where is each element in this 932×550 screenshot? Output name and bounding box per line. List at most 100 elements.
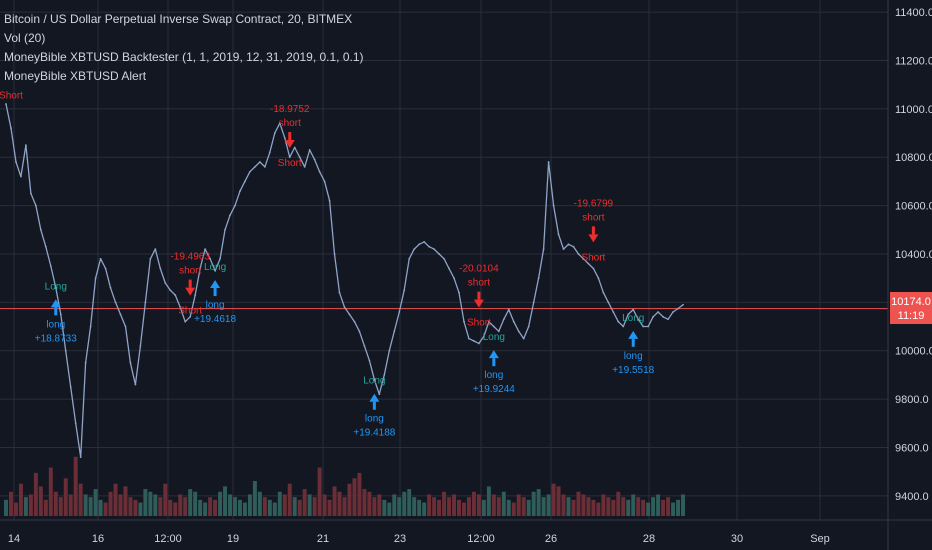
short-arrow-stem <box>188 279 192 288</box>
price-point <box>189 315 192 318</box>
price-point <box>492 325 495 328</box>
volume-bar <box>491 494 496 516</box>
price-point <box>363 344 366 347</box>
price-tick-label: 9400.0 <box>895 491 929 503</box>
alert-indicator-label[interactable]: MoneyBible XBTUSD Alert <box>4 69 147 83</box>
time-tick-label: 14 <box>8 533 20 545</box>
volume-bar <box>188 489 193 516</box>
price-point <box>303 165 306 168</box>
long-signal-label: long <box>365 414 384 425</box>
price-point <box>114 301 117 304</box>
volume-bar <box>43 499 48 516</box>
long-arrow-icon <box>369 393 380 402</box>
price-point <box>403 289 406 292</box>
volume-bar <box>98 499 103 516</box>
volume-bar <box>282 494 287 516</box>
price-point <box>323 180 326 183</box>
price-point <box>84 361 87 364</box>
short-signal-text: Short <box>278 158 302 169</box>
volume-bar <box>322 494 327 516</box>
volume-bar <box>28 494 33 516</box>
price-point <box>318 170 321 173</box>
price-point <box>338 291 341 294</box>
price-tick-label: 10600.0 <box>895 201 932 213</box>
time-tick-label: 23 <box>394 533 406 545</box>
volume-bar <box>68 494 73 516</box>
volume-bar <box>541 497 546 516</box>
price-point <box>398 311 401 313</box>
volume-bar <box>18 483 23 516</box>
long-arrow-stem <box>54 307 58 316</box>
volume-bar <box>486 486 491 516</box>
volume-bar <box>73 456 78 516</box>
volume-bar <box>327 499 332 516</box>
long-signal-label: long <box>624 351 643 362</box>
price-point <box>552 204 555 207</box>
volume-bar <box>571 499 576 516</box>
volume-bar <box>402 491 407 516</box>
time-tick-label: 16 <box>92 533 104 545</box>
volume-bar <box>133 499 138 516</box>
price-point <box>572 245 575 248</box>
volume-bar <box>138 502 143 516</box>
long-arrow-icon <box>488 350 499 359</box>
price-tick-label: 9800.0 <box>895 394 929 406</box>
long-arrow-stem <box>213 288 217 297</box>
price-point <box>104 267 107 270</box>
volume-bar <box>203 502 208 516</box>
symbol-title[interactable]: Bitcoin / US Dollar Perpetual Inverse Sw… <box>4 12 353 26</box>
price-point <box>89 325 92 328</box>
volume-bar <box>58 497 63 516</box>
price-point <box>258 161 261 163</box>
price-point <box>169 289 172 292</box>
price-point <box>29 192 32 195</box>
volume-indicator-label[interactable]: Vol (20) <box>4 31 46 45</box>
volume-bar <box>252 481 257 516</box>
price-point <box>562 248 565 251</box>
price-point <box>478 342 480 345</box>
short-signal-label: short <box>468 278 490 289</box>
short-signal-text: Short <box>581 252 605 263</box>
long-arrow-icon <box>628 330 639 339</box>
price-point <box>209 257 211 260</box>
price-point <box>522 337 525 340</box>
backtester-indicator-label[interactable]: MoneyBible XBTUSD Backtester (1, 1, 2019… <box>4 50 364 64</box>
price-point <box>253 165 256 168</box>
price-point <box>44 245 47 248</box>
volume-bar <box>476 494 481 516</box>
price-point <box>244 180 246 183</box>
volume-bar <box>267 499 272 516</box>
volume-bar <box>471 491 476 516</box>
price-point <box>482 335 485 338</box>
price-point <box>109 286 112 289</box>
volume-bar <box>158 497 163 516</box>
price-point <box>64 349 67 352</box>
price-point <box>547 161 550 163</box>
volume-bar <box>362 489 367 516</box>
price-point <box>174 294 177 296</box>
price-point <box>532 301 535 304</box>
volume-bar <box>666 497 671 516</box>
long-signal-value: +18.8733 <box>35 333 77 344</box>
price-point <box>597 277 600 280</box>
time-tick-label: 12:00 <box>154 533 182 545</box>
volume-bar <box>108 491 113 516</box>
price-point <box>378 393 381 396</box>
price-point <box>239 190 241 192</box>
price-point <box>443 257 445 260</box>
short-signal-label: short <box>582 212 604 223</box>
volume-bar <box>228 494 232 516</box>
trade-signals: ShortLonglong+18.8733Shortshort-19.4963L… <box>0 90 655 438</box>
price-point <box>154 248 157 251</box>
price-point <box>602 291 605 294</box>
price-point <box>453 277 455 280</box>
volume-bar <box>447 497 452 516</box>
short-signal-label: short <box>179 266 201 277</box>
volume-bar <box>452 494 456 516</box>
price-point <box>179 306 182 309</box>
volume-bar <box>641 499 646 516</box>
long-signal-label: long <box>206 300 225 311</box>
short-arrow-icon <box>284 140 295 149</box>
price-point <box>502 318 505 321</box>
